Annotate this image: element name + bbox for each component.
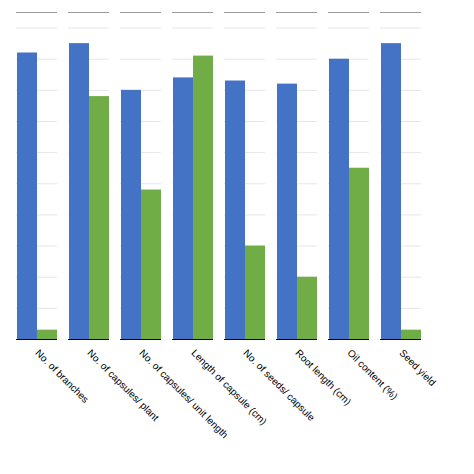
svg-text:No. of seeds/ capsule: No. of seeds/ capsule bbox=[241, 347, 318, 423]
svg-text:Oil content (%): Oil content (%) bbox=[345, 347, 400, 402]
svg-text:Root length (cm): Root length (cm) bbox=[293, 347, 353, 407]
svg-text:No. of capsules/ unit length: No. of capsules/ unit length bbox=[137, 347, 230, 440]
svg-text:Length of capsule (cm): Length of capsule (cm) bbox=[189, 347, 269, 427]
svg-text:No. of branches: No. of branches bbox=[33, 347, 91, 405]
svg-text:Seed yield: Seed yield bbox=[397, 347, 438, 388]
svg-text:No. of capsules/ plant: No. of capsules/ plant bbox=[85, 347, 162, 423]
